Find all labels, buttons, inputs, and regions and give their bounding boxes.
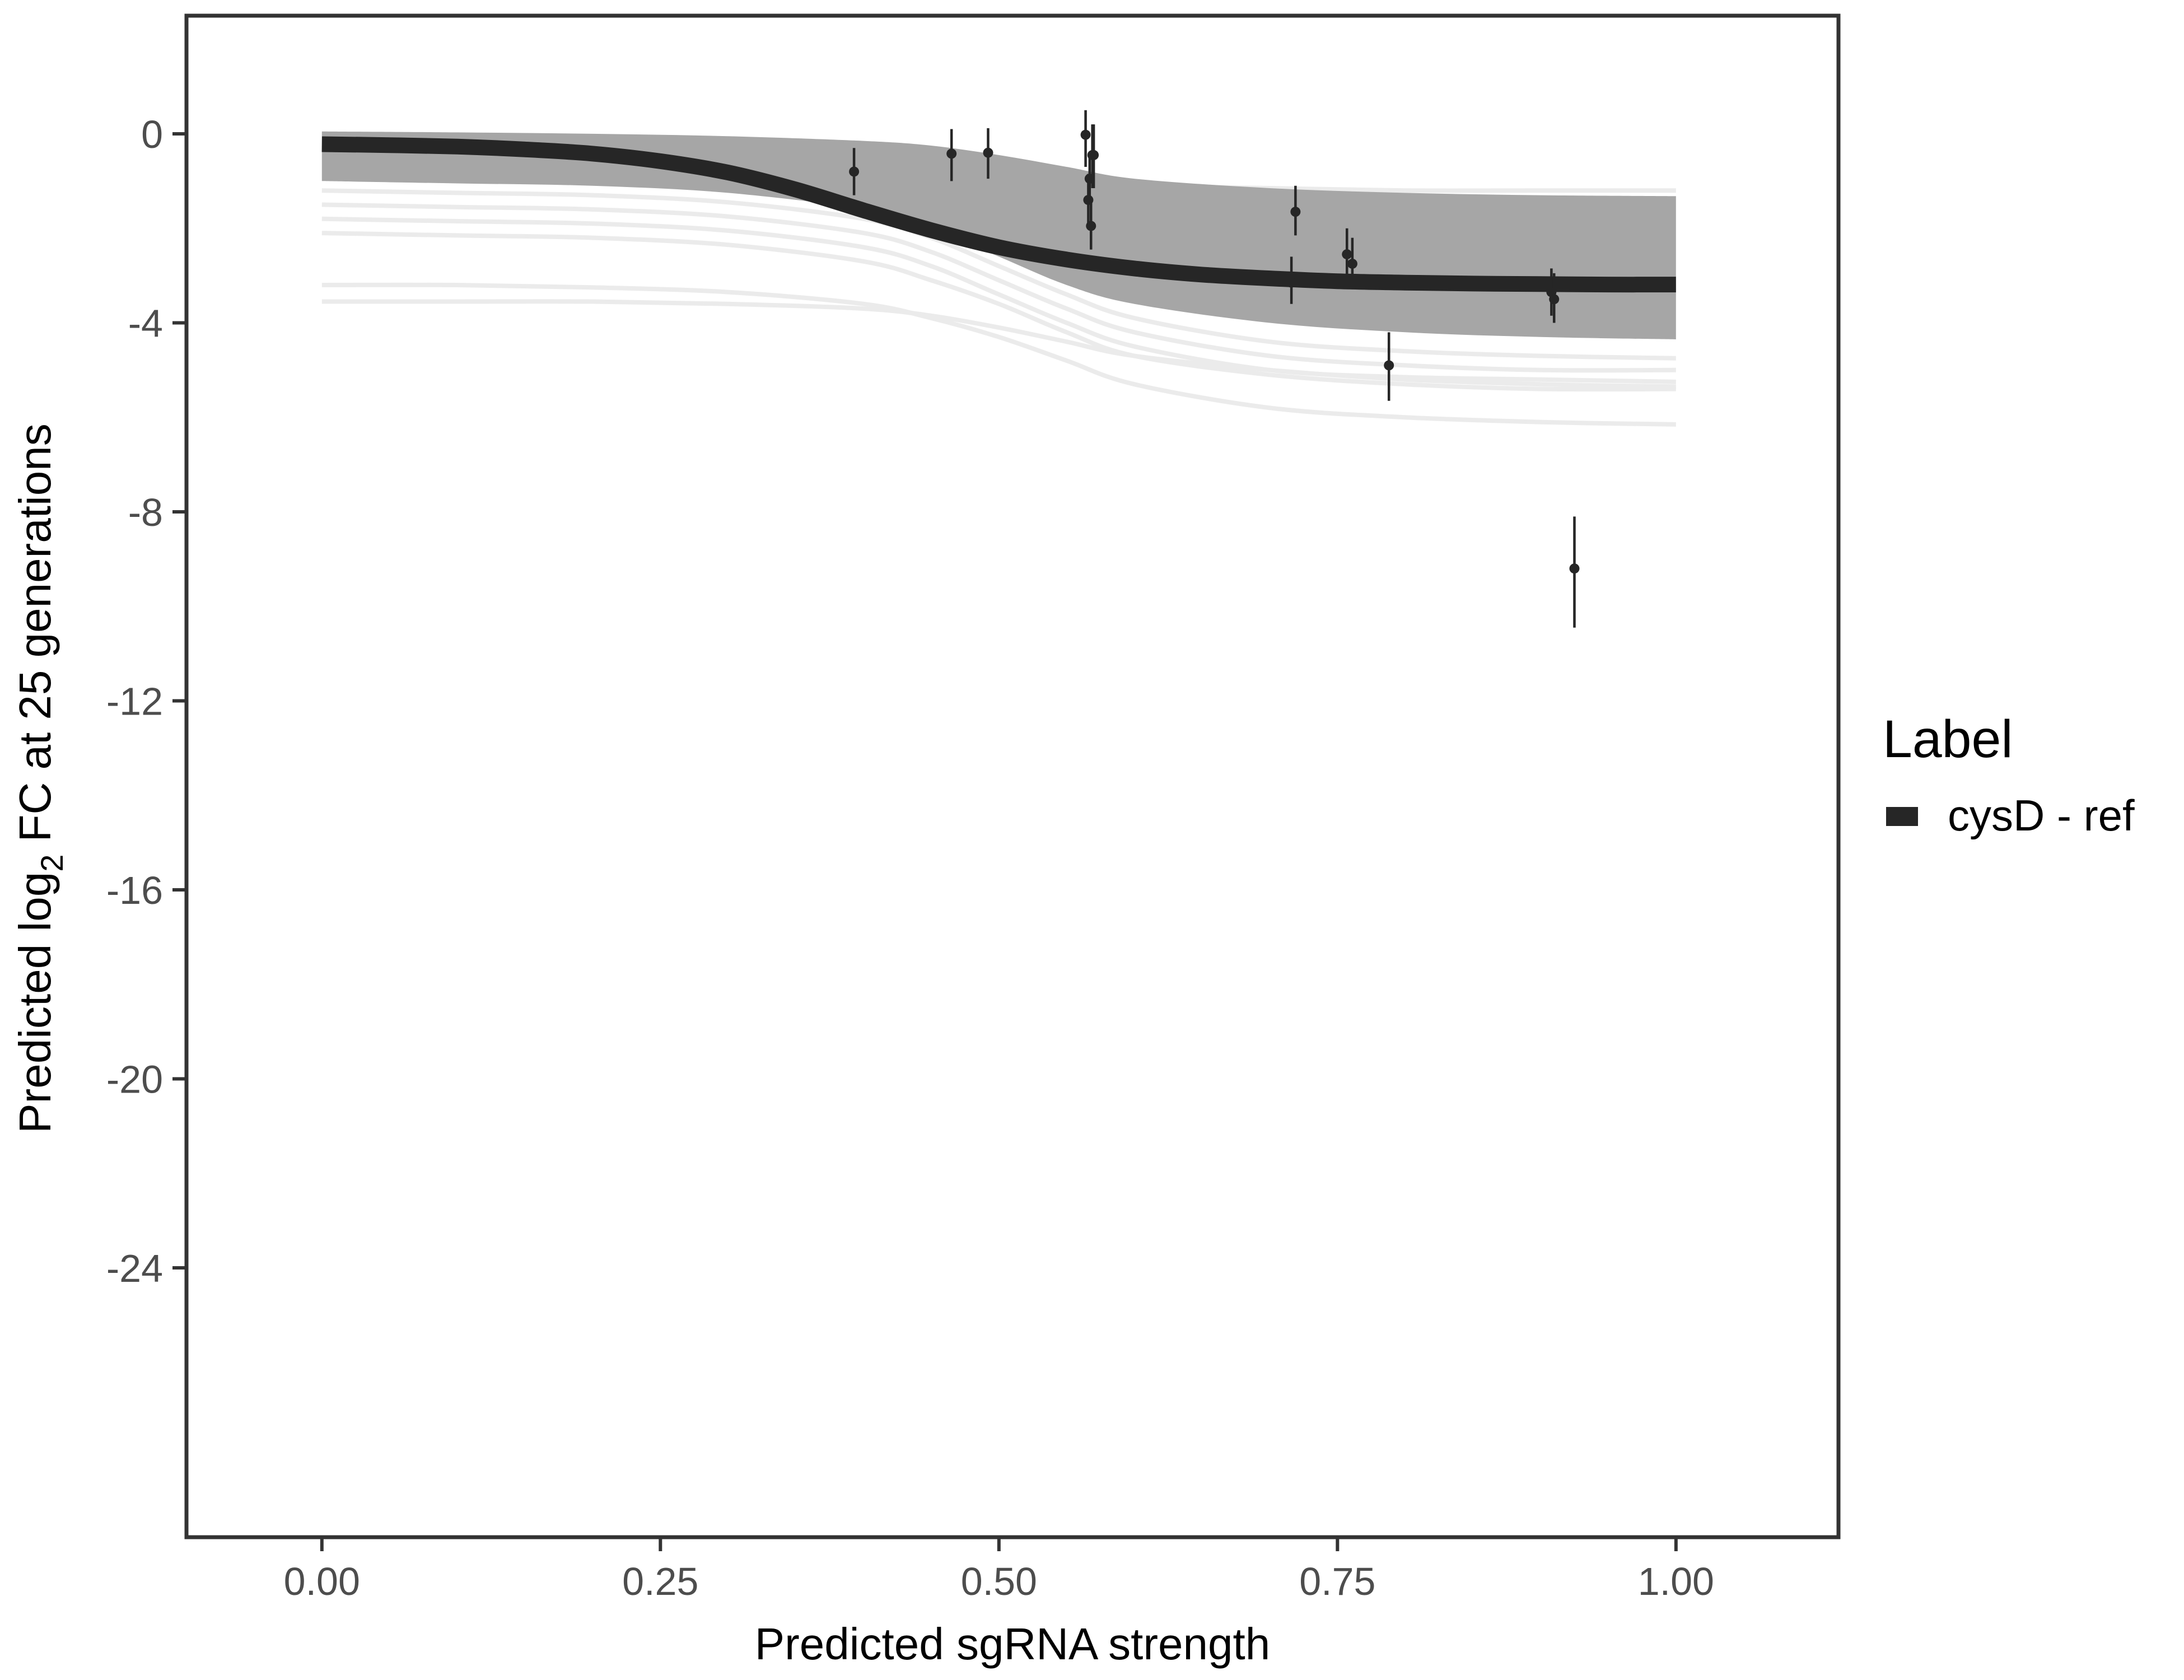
data-point-10 [1286,256,1297,304]
y-tick-label: -20 [106,1058,163,1102]
point-marker [1347,258,1357,269]
data-point-4 [1080,110,1091,167]
data-point-17 [1569,516,1580,628]
data-point-1 [849,148,860,195]
y-tick-label: -16 [106,869,163,912]
x-tick-label: 1.00 [1638,1560,1714,1603]
posterior-draw-line-2 [321,202,1676,373]
posterior-draw-line-3 [321,216,1676,384]
x-tick-label: 0.50 [961,1560,1037,1603]
y-tick-label: 0 [141,113,163,156]
fit-line-layer [321,136,1676,293]
x-tick-label: 0.25 [622,1560,698,1603]
point-marker [1384,360,1394,371]
legend-title: Label [1883,710,2013,769]
y-tick-label: -4 [128,301,163,345]
point-marker [1342,249,1352,260]
data-point-7 [1086,202,1096,250]
point-marker [1569,563,1580,574]
posterior-draw-line-1 [321,188,1676,361]
data-point-11 [1290,185,1301,236]
point-marker [1080,129,1091,140]
point-marker [1089,150,1099,160]
data-point-13 [1347,237,1357,285]
y-axis-title-subscript: 2 [34,855,69,872]
point-marker [849,166,860,177]
y-axis-title-suffix: FC at 25 generations [10,423,60,854]
point-marker [1286,277,1297,288]
y-axis-title: Predicted log2 FC at 25 generations [10,423,69,1133]
legend-key-cysd-ref [1886,807,1918,826]
data-point-12 [1342,228,1352,278]
y-axis-title-prefix: Predicted log [10,872,60,1133]
plot-panel-border [184,13,1841,1539]
legend: Label cysD - ref [1883,710,2135,840]
posterior-draw-line-4 [321,231,1676,392]
data-point-3 [983,128,993,179]
x-axis: 0.00 0.25 0.50 0.75 1.00 [284,1539,1714,1603]
x-tick-label: 0.00 [284,1560,360,1603]
point-marker [946,148,957,159]
data-points-layer [849,110,1580,628]
point-marker [1086,221,1096,231]
y-axis: 0 -4 -8 -12 -16 -20 -24 [106,113,185,1290]
x-tick-label: 0.75 [1299,1560,1375,1603]
legend-label-cysd-ref: cysD - ref [1948,791,2135,840]
y-tick-label: -24 [106,1247,163,1290]
data-point-16 [1549,273,1560,323]
data-point-14 [1384,332,1394,401]
posterior-draw-line-5 [321,282,1676,427]
data-point-2 [946,129,957,181]
fit-line-cysd-ref [321,136,1676,293]
point-marker [1549,294,1560,305]
y-tick-label: -8 [128,491,163,534]
y-tick-label: -12 [106,679,163,723]
posterior-draw-line-6 [321,299,1676,389]
point-marker [1290,207,1301,217]
point-marker [983,147,993,158]
data-point-9 [1089,124,1099,188]
x-axis-title: Predicted sgRNA strength [755,1619,1270,1669]
